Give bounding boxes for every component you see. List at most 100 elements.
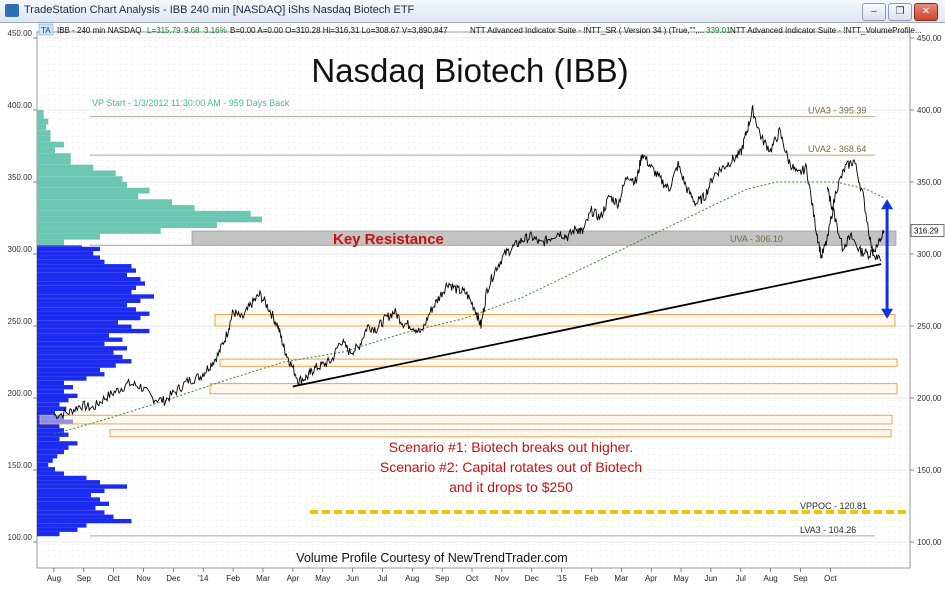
info-bar: TA IBB - 240 min NASDAQ L=315.79 9.68 3.… <box>38 23 922 36</box>
volume-profile-bar-lower <box>37 328 150 334</box>
volume-profile-bar-upper <box>37 110 44 113</box>
volume-profile-bar-lower <box>37 531 60 537</box>
x-tick-label: Oct <box>107 574 120 583</box>
y-tick-label-left: 450.00 <box>8 29 33 38</box>
level-label: UVA - 306.10 <box>730 234 783 244</box>
indicator-sr-label: NTT Advanced Indicator Suite - !NTT_SR (… <box>470 26 704 35</box>
vp-start-note: VP Start - 1/3/2012 11:30:00 AM - 959 Da… <box>92 98 290 108</box>
y-tick-label-left: 250.00 <box>8 317 33 326</box>
minimize-button[interactable]: – <box>862 3 886 21</box>
window-title-bar: TradeStation Chart Analysis - IBB 240 mi… <box>0 0 945 23</box>
x-tick-label: Dec <box>525 574 539 583</box>
volume-profile-bar-lower <box>37 518 132 524</box>
current-price-tag-box <box>910 224 945 237</box>
volume-profile-bar-lower <box>37 380 64 386</box>
x-tick-label: Aug <box>405 574 419 583</box>
y-tick-label-left: 100.00 <box>8 533 33 542</box>
volume-profile-bar-lower <box>37 402 60 407</box>
volume-profile-bar-upper <box>37 112 44 119</box>
volume-profile-bar-upper <box>37 193 139 200</box>
level-label: UVA2 - 368.64 <box>808 144 866 154</box>
window-title: TradeStation Chart Analysis - IBB 240 mi… <box>24 4 415 16</box>
current-price-tag: 316.29 <box>910 224 945 237</box>
ascending-trendline <box>292 263 882 388</box>
volume-profile-bar-lower <box>37 398 69 403</box>
volume-profile-bar-upper <box>37 176 123 182</box>
volume-profile-bar-upper <box>37 205 195 211</box>
volume-profile-bar-lower <box>37 372 105 377</box>
x-tick-label: Jun <box>346 574 359 583</box>
x-tick-label: Mar <box>614 574 628 583</box>
volume-profile-bar-lower <box>37 264 132 269</box>
volume-profile-bar-lower <box>37 337 123 342</box>
volume-profile-bar-lower <box>37 458 53 463</box>
scenario-line-1: Scenario #1: Biotech breaks out higher. <box>389 439 633 455</box>
x-tick-label: Nov <box>495 574 509 583</box>
volume-profile-bar-upper <box>37 216 262 223</box>
volume-profile-bar-upper <box>37 135 51 142</box>
price-change-pct: 3.16% <box>204 26 227 35</box>
volume-profile-bar-lower <box>37 307 136 312</box>
key-resistance-label: Key Resistance <box>333 231 444 248</box>
price-line-recent <box>826 186 885 261</box>
y-tick-label-right: 100.00 <box>917 538 942 547</box>
x-tick-label: Aug <box>47 574 61 583</box>
maximize-button[interactable]: ❐ <box>888 3 912 21</box>
volume-profile-bar-upper <box>37 222 217 229</box>
x-tick-label: May <box>315 574 330 583</box>
volume-profile-bar-lower <box>37 480 100 485</box>
current-price-label: 316.29 <box>914 227 939 236</box>
volume-profile-bar-upper <box>37 170 116 177</box>
volume-profile-bar-lower <box>37 423 60 429</box>
info-tag: TA <box>41 26 51 35</box>
volume-profile-bar-lower <box>37 246 100 252</box>
y-tick-label-right: 400.00 <box>917 106 942 115</box>
volume-profile-bar-lower <box>37 393 78 398</box>
volume-profile-bar-lower <box>37 514 114 519</box>
close-button[interactable]: ✕ <box>914 3 938 21</box>
volume-profile-bar-upper <box>37 210 251 217</box>
volume-profile-bar-upper <box>37 141 64 148</box>
price-change: 9.68 <box>184 26 200 35</box>
volume-profile-bar-lower <box>37 255 100 260</box>
x-tick-label: '14 <box>198 574 209 583</box>
level-label: LVA3 - 104.26 <box>800 525 856 535</box>
price-chart[interactable]: TA IBB - 240 min NASDAQ L=315.79 9.68 3.… <box>0 22 945 600</box>
volume-profile-bar-upper <box>37 199 172 206</box>
indicator-vp-label: NTT Advanced Indicator Suite - !NTT_Volu… <box>730 26 922 35</box>
last-price: L=315.79 <box>147 26 181 35</box>
level-lines: UVA3 - 395.39 UVA2 - 368.64 UVA - 306.10 VP… <box>90 106 910 537</box>
volume-profile-bar-lower <box>37 311 150 316</box>
x-tick-label: Jun <box>704 574 717 583</box>
x-tick-label: Sep <box>77 574 92 583</box>
support-zone <box>109 429 892 438</box>
x-tick-label: Oct <box>824 574 837 583</box>
y-tick-label-right: 150.00 <box>917 466 942 475</box>
x-tick-label: Aug <box>764 574 778 583</box>
x-tick-label: Oct <box>466 574 479 583</box>
volume-profile-bar-upper <box>37 158 71 165</box>
axes-layer: 100.00 100.00 150.00 150.00 200.00 200.00 250.… <box>8 29 942 583</box>
credit-text: Volume Profile Courtesy of NewTrendTrade… <box>296 551 567 565</box>
support-zone <box>209 383 898 395</box>
volume-profile-bar-upper <box>37 228 161 234</box>
y-tick-label-left: 200.00 <box>8 389 33 398</box>
volume-profile-bar-lower <box>37 259 105 265</box>
x-tick-label: Nov <box>136 574 150 583</box>
volume-profile-bar-lower <box>37 376 87 381</box>
x-tick-label: Mar <box>256 574 270 583</box>
volume-profile-bar-upper <box>37 130 51 136</box>
y-tick-label-right: 200.00 <box>917 394 942 403</box>
y-tick-label-left: 150.00 <box>8 461 33 470</box>
volume-profile-bar-lower <box>37 281 145 286</box>
volume-profile-bar-lower <box>37 406 67 411</box>
volume-profile-bar-lower <box>37 449 64 455</box>
volume-profile-bar-lower <box>37 467 55 472</box>
volume-profile-bar-lower <box>37 493 91 498</box>
volume-profile-bar-lower <box>37 462 49 468</box>
x-tick-label: Dec <box>166 574 180 583</box>
volume-profile-bar-lower <box>37 324 132 329</box>
y-tick-label-left: 300.00 <box>8 245 33 254</box>
support-zone <box>214 313 896 327</box>
x-tick-label: Jul <box>736 574 746 583</box>
